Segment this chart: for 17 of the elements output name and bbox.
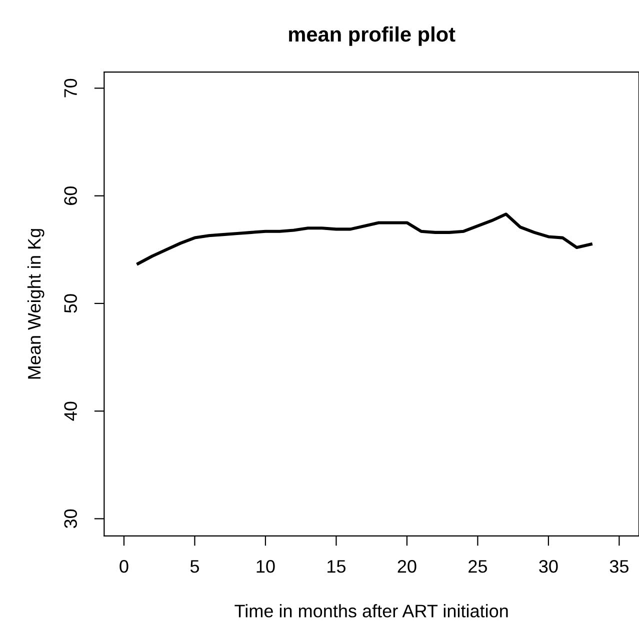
x-axis-title: Time in months after ART initiation bbox=[234, 604, 508, 618]
x-tick-label: 0 bbox=[120, 560, 128, 573]
y-tick-label: 40 bbox=[64, 402, 77, 421]
y-tick-label: 70 bbox=[64, 78, 77, 98]
x-tick-label: 10 bbox=[256, 560, 275, 573]
y-tick-label: 60 bbox=[64, 186, 77, 205]
x-tick-label: 20 bbox=[398, 560, 416, 573]
y-tick-label: 30 bbox=[64, 509, 77, 528]
x-tick-label: 25 bbox=[468, 560, 487, 573]
x-tick-label: 35 bbox=[610, 560, 628, 573]
y-tick-label: 50 bbox=[64, 294, 77, 313]
chart-title: mean profile plot bbox=[289, 26, 456, 46]
x-tick-label: 15 bbox=[328, 560, 346, 573]
y-axis-title: Mean Weight in Kg bbox=[27, 229, 44, 379]
x-tick-label: 30 bbox=[539, 560, 558, 573]
x-tick-label: 5 bbox=[190, 560, 199, 573]
line-series bbox=[136, 212, 592, 266]
